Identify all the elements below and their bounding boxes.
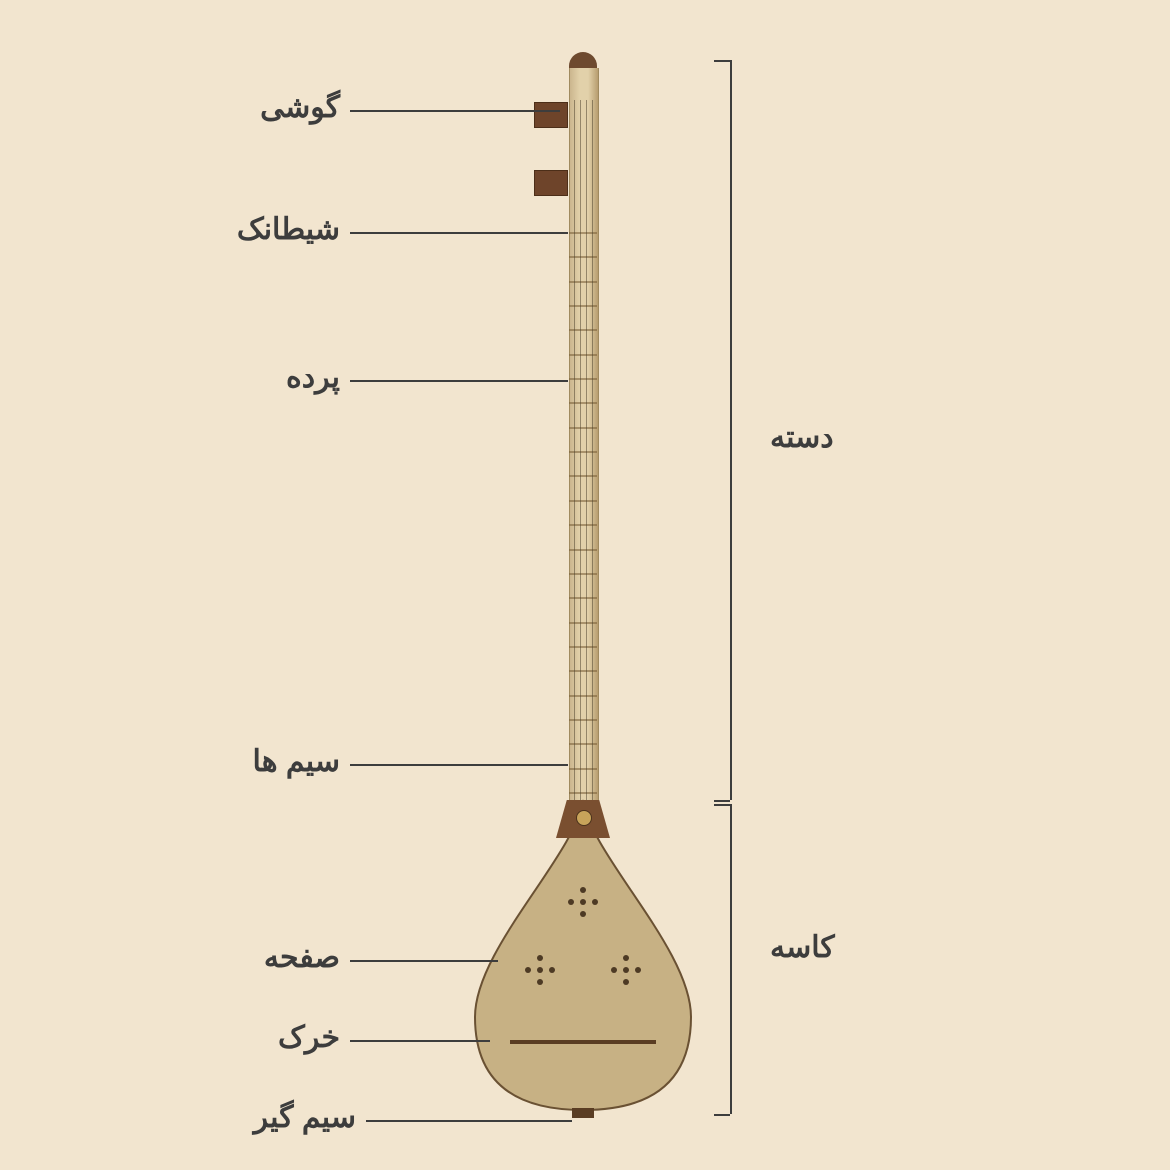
leader-pardeh [350,380,568,382]
sound-hole [623,967,629,973]
sound-hole [592,899,598,905]
label-simgir: سیم گیر [254,1100,356,1135]
instrument-bridge [510,1040,656,1044]
sound-hole [623,955,629,961]
label-dasteh: دسته [770,420,834,455]
sound-hole [525,967,531,973]
bracket-tick [714,800,730,802]
label-kharak: خرک [278,1020,340,1055]
bracket-tick [714,60,730,62]
label-sheytanak: شیطانک [237,212,340,247]
bracket-tick [714,1114,730,1116]
leader-simgir [366,1120,572,1122]
label-simha: سیم ها [253,744,340,779]
tuning-peg-2 [534,170,568,196]
sound-hole [537,967,543,973]
sound-hole [537,955,543,961]
label-pardeh: پرده [286,360,340,395]
bracket-dasteh [730,60,732,800]
sound-hole [549,967,555,973]
leader-gooshi [350,110,560,112]
tuning-peg-1 [534,102,568,128]
leader-simha [350,764,568,766]
diagram-canvas: گوشی شیطانک پرده سیم ها صفحه خرک سیم گیر دسته ک… [0,0,1170,1170]
leader-sheytanak [350,232,568,234]
instrument-tailpiece [572,1108,594,1118]
sound-hole [635,967,641,973]
sound-hole [580,887,586,893]
leader-kharak [350,1040,490,1042]
bracket-tick [714,804,730,806]
sound-hole [537,979,543,985]
instrument-body [453,800,713,1130]
sound-hole [568,899,574,905]
sound-hole [580,911,586,917]
shoulder-rosette-icon [576,810,592,826]
leader-safheh [350,960,498,962]
label-gooshi: گوشی [260,90,340,125]
label-safheh: صفحه [264,940,340,975]
sound-hole [580,899,586,905]
sound-hole [611,967,617,973]
bracket-kaseh [730,804,732,1114]
sound-hole [623,979,629,985]
label-kaseh: کاسه [770,930,835,965]
